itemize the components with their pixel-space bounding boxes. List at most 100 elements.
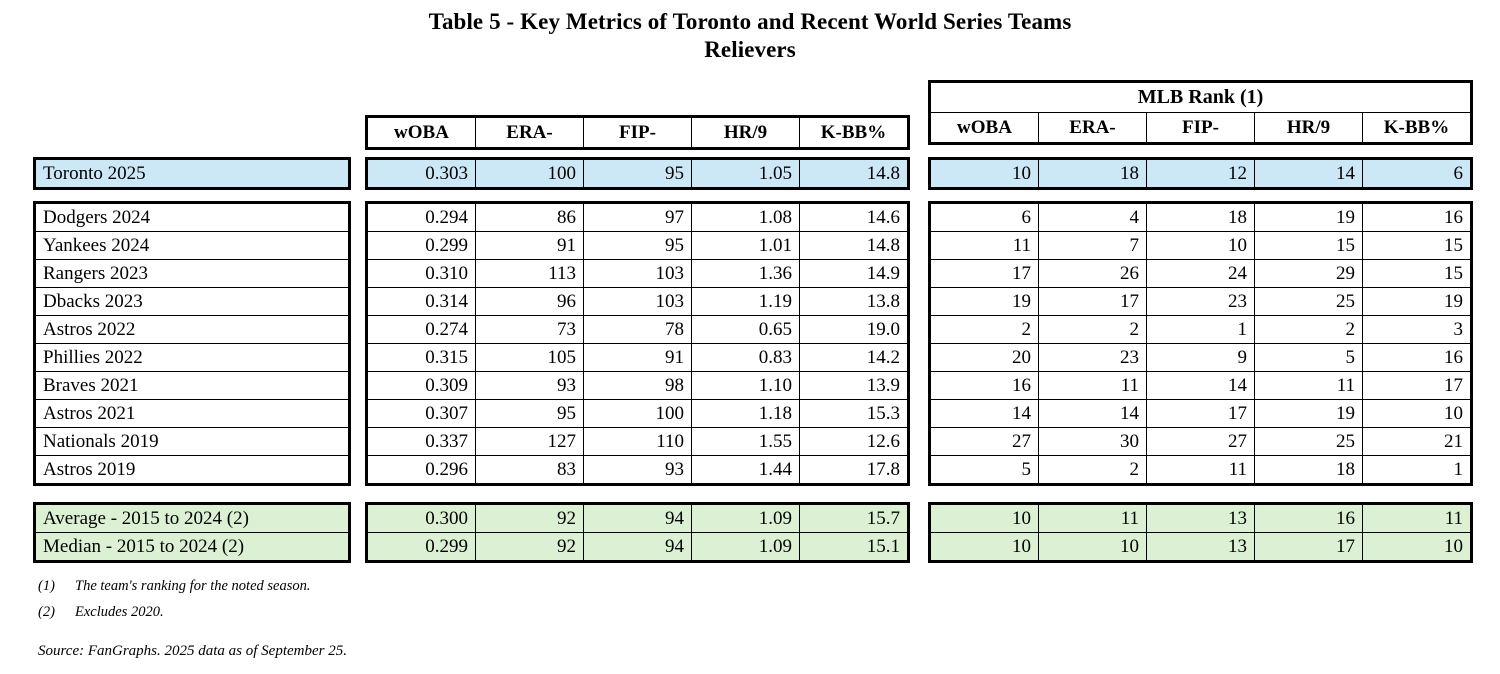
data-cell: 1.19 bbox=[691, 287, 800, 316]
data-cell: 1.09 bbox=[691, 504, 800, 533]
table-row: Dodgers 2024 bbox=[35, 203, 349, 232]
data-cell: 2 bbox=[1254, 315, 1363, 344]
row-label: Median - 2015 to 2024 (2) bbox=[35, 532, 349, 561]
data-cell: 13.9 bbox=[799, 371, 908, 400]
data-cell: 15.1 bbox=[799, 532, 908, 561]
metric-header-k-bb: K-BB% bbox=[799, 117, 908, 148]
data-cell: 1.01 bbox=[691, 231, 800, 260]
data-cell: 95 bbox=[475, 399, 584, 428]
row-label: Astros 2019 bbox=[35, 455, 349, 484]
data-cell: 96 bbox=[475, 287, 584, 316]
data-cell: 2 bbox=[1038, 315, 1147, 344]
data-cell: 92 bbox=[475, 532, 584, 561]
data-cell: 14 bbox=[930, 399, 1039, 428]
data-cell: 11 bbox=[1038, 371, 1147, 400]
data-cell: 14.8 bbox=[799, 159, 908, 188]
data-cell: 25 bbox=[1254, 287, 1363, 316]
data-cell: 15.3 bbox=[799, 399, 908, 428]
table-row: 10 11 13 16 11 bbox=[930, 504, 1471, 533]
data-cell: 0.299 bbox=[367, 532, 476, 561]
source-note: Source: FanGraphs. 2025 data as of Septe… bbox=[38, 643, 347, 659]
data-cell: 10 bbox=[1038, 532, 1147, 561]
summary-metrics-box: 0.300 92 94 1.09 15.7 0.299 92 94 1.09 15.1 bbox=[365, 502, 910, 568]
data-cell: 15.7 bbox=[799, 504, 908, 533]
table-row: 11 7 10 15 15 bbox=[930, 231, 1471, 260]
data-cell: 0.309 bbox=[367, 371, 476, 400]
data-cell: 1.08 bbox=[691, 203, 800, 232]
data-cell: 24 bbox=[1146, 259, 1255, 288]
data-cell: 110 bbox=[583, 427, 692, 456]
data-cell: 1.10 bbox=[691, 371, 800, 400]
summary-label-box: Average - 2015 to 2024 (2) Median - 2015 … bbox=[33, 502, 351, 568]
data-cell: 0.274 bbox=[367, 315, 476, 344]
data-cell: 11 bbox=[930, 231, 1039, 260]
metric-header-group: wOBA ERA- FIP- HR/9 K-BB% bbox=[365, 115, 910, 155]
data-cell: 0.310 bbox=[367, 259, 476, 288]
row-label: Dodgers 2024 bbox=[35, 203, 349, 232]
data-cell: 5 bbox=[930, 455, 1039, 484]
data-cell: 27 bbox=[930, 427, 1039, 456]
data-cell: 1.55 bbox=[691, 427, 800, 456]
data-cell: 21 bbox=[1362, 427, 1471, 456]
row-label: Rangers 2023 bbox=[35, 259, 349, 288]
data-cell: 13 bbox=[1146, 504, 1255, 533]
team-label-box: Dodgers 2024 Yankees 2024 Rangers 2023 Dbac… bbox=[33, 201, 351, 491]
data-cell: 25 bbox=[1254, 427, 1363, 456]
table-row: Astros 2019 bbox=[35, 455, 349, 484]
footnote-2-marker: (2) bbox=[38, 604, 55, 620]
rank-header-group: MLB Rank (1) wOBA ERA- FIP- HR/9 K-BB% bbox=[928, 80, 1473, 150]
data-cell: 23 bbox=[1038, 343, 1147, 372]
row-label: Phillies 2022 bbox=[35, 343, 349, 372]
data-cell: 19 bbox=[1254, 399, 1363, 428]
data-cell: 10 bbox=[930, 159, 1039, 188]
data-cell: 73 bbox=[475, 315, 584, 344]
data-cell: 16 bbox=[1362, 203, 1471, 232]
table-row: 0.337 127 110 1.55 12.6 bbox=[367, 427, 908, 456]
table-row: 0.315 105 91 0.83 14.2 bbox=[367, 343, 908, 372]
data-cell: 18 bbox=[1254, 455, 1363, 484]
data-cell: 14.8 bbox=[799, 231, 908, 260]
data-cell: 16 bbox=[1362, 343, 1471, 372]
data-cell: 0.314 bbox=[367, 287, 476, 316]
data-cell: 14 bbox=[1038, 399, 1147, 428]
data-cell: 0.303 bbox=[367, 159, 476, 188]
data-cell: 17 bbox=[1038, 287, 1147, 316]
data-cell: 100 bbox=[475, 159, 584, 188]
table-row: Astros 2022 bbox=[35, 315, 349, 344]
data-cell: 78 bbox=[583, 315, 692, 344]
data-cell: 18 bbox=[1038, 159, 1147, 188]
data-cell: 15 bbox=[1362, 231, 1471, 260]
data-cell: 17 bbox=[1254, 532, 1363, 561]
row-label: Nationals 2019 bbox=[35, 427, 349, 456]
table-row: 0.294 86 97 1.08 14.6 bbox=[367, 203, 908, 232]
row-label: Dbacks 2023 bbox=[35, 287, 349, 316]
data-cell: 10 bbox=[930, 532, 1039, 561]
data-cell: 0.307 bbox=[367, 399, 476, 428]
data-cell: 4 bbox=[1038, 203, 1147, 232]
table-row: Median - 2015 to 2024 (2) bbox=[35, 532, 349, 561]
data-cell: 1 bbox=[1146, 315, 1255, 344]
data-cell: 91 bbox=[475, 231, 584, 260]
data-cell: 27 bbox=[1146, 427, 1255, 456]
data-cell: 1.05 bbox=[691, 159, 800, 188]
data-cell: 92 bbox=[475, 504, 584, 533]
data-cell: 0.299 bbox=[367, 231, 476, 260]
footnote-2-text: Excludes 2020. bbox=[75, 604, 164, 620]
data-cell: 6 bbox=[930, 203, 1039, 232]
table-row: 6 4 18 19 16 bbox=[930, 203, 1471, 232]
data-cell: 26 bbox=[1038, 259, 1147, 288]
data-cell: 10 bbox=[930, 504, 1039, 533]
table-row: Phillies 2022 bbox=[35, 343, 349, 372]
footnote-1-text: The team's ranking for the noted season. bbox=[75, 578, 311, 594]
data-cell: 10 bbox=[1146, 231, 1255, 260]
table-row: 0.300 92 94 1.09 15.7 bbox=[367, 504, 908, 533]
data-cell: 12.6 bbox=[799, 427, 908, 456]
data-cell: 20 bbox=[930, 343, 1039, 372]
table-row: 10 10 13 17 10 bbox=[930, 532, 1471, 561]
data-cell: 127 bbox=[475, 427, 584, 456]
data-cell: 16 bbox=[1254, 504, 1363, 533]
rank-header-woba: wOBA bbox=[930, 112, 1039, 143]
data-cell: 14.9 bbox=[799, 259, 908, 288]
data-cell: 93 bbox=[475, 371, 584, 400]
